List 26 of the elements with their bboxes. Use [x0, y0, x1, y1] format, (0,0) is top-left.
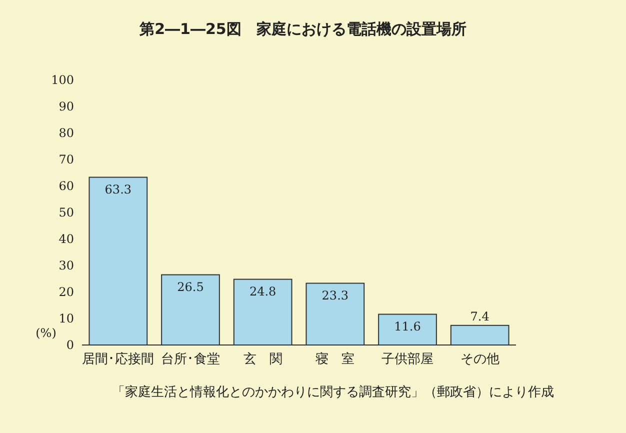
x-tick-label: 子供部屋	[382, 352, 434, 367]
y-tick-label: 100	[51, 73, 74, 87]
y-tick-label: 30	[58, 258, 74, 272]
text: 「家庭生活と情報化とのかかわりに関する調査研究」（郵政省）により作成	[112, 384, 554, 400]
y-tick-label: 60	[58, 179, 74, 193]
data-label: 11.6	[394, 319, 421, 334]
y-tick-label: 40	[58, 232, 74, 246]
data-label: 26.5	[177, 280, 204, 294]
x-tick-label: 玄 関	[243, 351, 282, 367]
x-tick-label: 寝 室	[316, 351, 355, 367]
y-tick-label: 20	[58, 285, 74, 299]
data-label: 24.8	[249, 284, 276, 298]
y-tick-label: 70	[58, 152, 74, 166]
y-tick-label: 10	[58, 312, 74, 326]
data-label: 23.3	[322, 288, 349, 302]
y-tick-label: 50	[58, 206, 74, 220]
y-tick-label: 0	[66, 338, 74, 352]
x-tick-label: 居間･応接間	[82, 351, 154, 367]
chart-title: 第2―1―25図 家庭における電話機の設置場所	[138, 20, 466, 38]
y-tick-label: 90	[58, 100, 74, 114]
data-label: 63.3	[104, 182, 132, 196]
data-label: 7.4	[470, 309, 490, 324]
x-tick-label: 台所･食堂	[161, 352, 220, 367]
y-tick-label: 80	[58, 126, 74, 140]
y-axis-title: (%)	[36, 326, 56, 340]
x-tick-label: その他	[460, 352, 500, 367]
